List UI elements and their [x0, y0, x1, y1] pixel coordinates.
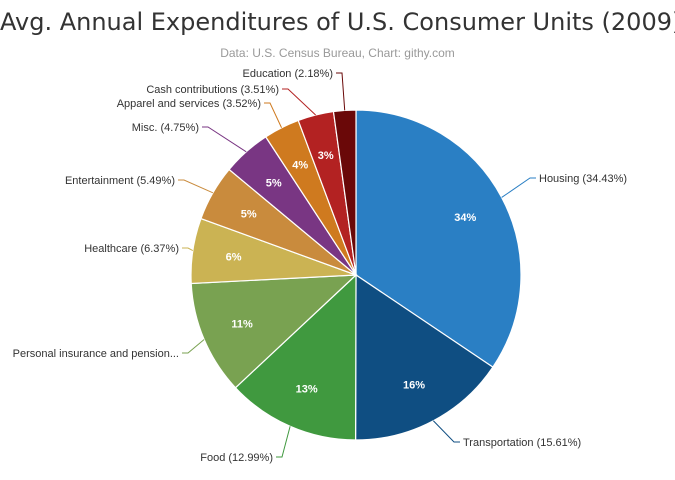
slice-percent-label: 4%: [292, 160, 308, 172]
slice-percent-label: 5%: [266, 178, 282, 190]
label-connector: [182, 339, 205, 354]
slice-percent-label: 13%: [296, 383, 318, 395]
slice-label: Food (12.99%): [200, 452, 273, 464]
slice-percent-label: 11%: [231, 318, 253, 330]
pie-slice[interactable]: [234, 273, 357, 441]
label-connector: [178, 179, 214, 194]
label-connector: [276, 426, 291, 458]
slice-label: Misc. (4.75%): [132, 122, 199, 134]
slice-percent-label: 16%: [403, 379, 425, 391]
slice-label: Entertainment (5.49%): [65, 175, 175, 187]
label-connector: [202, 126, 247, 153]
pie-slice[interactable]: [354, 273, 494, 441]
slice-percent-label: 6%: [226, 252, 242, 264]
chart-title: Avg. Annual Expenditures of U.S. Consume…: [0, 8, 675, 36]
slice-label: Cash contributions (3.51%): [146, 84, 279, 96]
label-connector: [501, 177, 536, 198]
label-connector: [264, 102, 283, 128]
pie-slice[interactable]: [190, 274, 358, 389]
label-connector: [432, 420, 460, 443]
slice-label: Apparel and services (3.52%): [117, 98, 261, 110]
slice-label: Transportation (15.61%): [463, 437, 581, 449]
slice-label: Housing (34.43%): [539, 173, 627, 185]
label-connector: [336, 72, 346, 111]
label-connector: [182, 247, 194, 252]
slice-label: Personal insurance and pension...: [13, 348, 179, 360]
slice-percent-label: 34%: [454, 212, 476, 224]
slice-label: Healthcare (6.37%): [84, 243, 179, 255]
label-connector: [282, 88, 316, 116]
slice-label: Education (2.18%): [243, 68, 334, 80]
slice-percent-label: 3%: [318, 150, 334, 162]
chart-subtitle: Data: U.S. Census Bureau, Chart: githy.c…: [220, 46, 455, 60]
slice-percent-label: 5%: [241, 208, 257, 220]
